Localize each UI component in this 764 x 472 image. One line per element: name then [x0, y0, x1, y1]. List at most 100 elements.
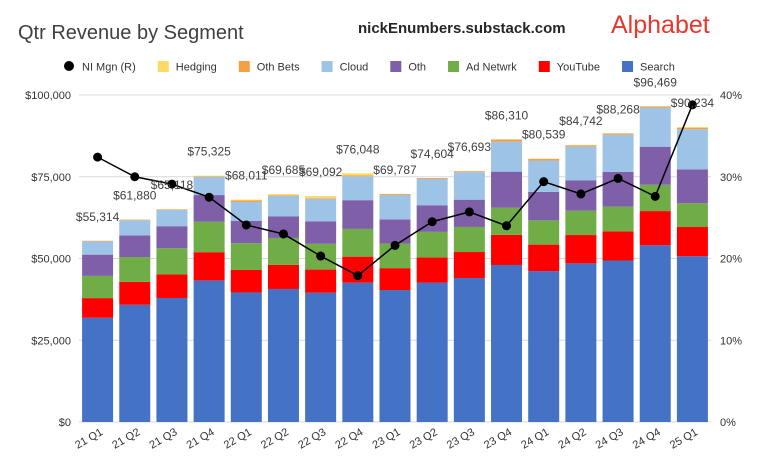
bar-segment — [82, 241, 114, 255]
ni-margin-point — [427, 217, 437, 227]
x-tick-label: 22 Q4 — [333, 426, 365, 451]
x-tick-label: 23 Q1 — [371, 426, 403, 451]
bar-segment — [602, 206, 634, 232]
total-label: $84,742 — [559, 114, 603, 128]
bar-segment — [82, 240, 114, 242]
bar-segment — [156, 209, 188, 210]
bar-segment — [230, 199, 262, 201]
bar-segment — [528, 160, 560, 192]
bar-segment — [119, 219, 151, 221]
ni-margin-point — [687, 100, 697, 110]
legend-swatch — [321, 61, 333, 72]
legend-swatch — [238, 61, 250, 72]
legend-label: Oth — [408, 62, 426, 74]
bar-segment — [416, 178, 448, 179]
bar-segment — [267, 264, 299, 289]
bar-segment — [156, 226, 188, 249]
total-label: $76,693 — [448, 140, 492, 154]
bar-segment — [491, 139, 523, 142]
x-tick-label: 22 Q1 — [222, 426, 254, 451]
bar-segment — [193, 175, 225, 177]
bar-segment — [305, 292, 337, 422]
bar-segment — [565, 235, 597, 264]
y-tick-right: 20% — [720, 254, 742, 266]
bar-segment — [305, 221, 337, 244]
bar-segment — [565, 210, 597, 236]
legend-swatch — [538, 61, 550, 72]
source-label: nickEnumbers.substack.com — [358, 20, 566, 37]
x-tick-label: 24 Q1 — [519, 426, 551, 451]
bar-segment — [565, 146, 597, 181]
x-tick-label: 22 Q3 — [296, 426, 328, 451]
total-label: $69,787 — [373, 163, 417, 177]
bar-segment — [676, 169, 708, 204]
bar-segment — [156, 248, 188, 275]
bar-segment — [491, 234, 523, 265]
bar-segment — [267, 195, 299, 196]
ni-margin-point — [613, 173, 623, 183]
bar-segment — [639, 106, 671, 108]
ni-margin-point — [167, 179, 177, 189]
ni-margin-point — [502, 221, 512, 231]
ni-margin-point — [278, 229, 288, 239]
total-label: $76,048 — [336, 142, 380, 156]
x-tick-label: 24 Q2 — [556, 426, 588, 451]
bar-segment — [267, 288, 299, 422]
ni-margin-point — [390, 240, 400, 250]
legend-label: YouTube — [557, 62, 600, 74]
bar-segment — [379, 194, 411, 196]
bar-segment — [379, 195, 411, 220]
ni-margin-point — [650, 191, 660, 201]
legend-label: Ad Netwrk — [466, 62, 517, 74]
ni-margin-point — [316, 251, 326, 261]
bar-segment — [119, 281, 151, 305]
bar-segment — [565, 145, 597, 147]
ni-margin-point — [539, 177, 549, 187]
bar-segment — [453, 226, 485, 253]
bar-segment — [639, 211, 671, 246]
bar-segment — [639, 107, 671, 147]
x-tick-label: 23 Q2 — [408, 426, 440, 451]
x-tick-label: 24 Q3 — [594, 426, 626, 451]
y-tick-left: $0 — [59, 417, 71, 429]
bar-segment — [82, 317, 114, 422]
bar-segment — [639, 146, 671, 185]
bar-segment — [342, 173, 374, 176]
bar-segment — [676, 227, 708, 257]
bar-segment — [230, 200, 262, 202]
legend-swatch — [157, 61, 169, 72]
bar-segment — [267, 194, 299, 196]
y-tick-right: 30% — [720, 172, 742, 184]
total-label: $65,118 — [151, 178, 194, 192]
total-label: $88,268 — [596, 102, 640, 116]
bar-segment — [676, 256, 708, 422]
bar-segment — [193, 176, 225, 196]
bar-segment — [305, 198, 337, 199]
total-label: $96,469 — [634, 75, 678, 89]
bar-segment — [453, 252, 485, 279]
bar-segment — [82, 275, 114, 299]
bar-segment — [528, 191, 560, 221]
bar-segment — [379, 219, 411, 244]
bar-segment — [305, 269, 337, 293]
bar-segment — [230, 201, 262, 221]
ni-margin-point — [130, 172, 140, 182]
bar-segment — [602, 133, 634, 135]
bar-segment — [491, 171, 523, 208]
y-tick-left: $100,000 — [25, 90, 71, 102]
bar-segment — [193, 280, 225, 422]
bar-segment — [602, 231, 634, 261]
bar-segment — [156, 209, 188, 227]
legend-label: Search — [640, 62, 675, 74]
bar-segment — [119, 257, 151, 282]
bar-segment — [528, 244, 560, 272]
legend-label: Oth Bets — [257, 62, 300, 74]
y-tick-right: 10% — [720, 335, 742, 347]
total-label: $90,234 — [671, 96, 715, 110]
bar-segment — [342, 282, 374, 422]
bar-segment — [193, 176, 225, 177]
total-label: $80,539 — [522, 128, 566, 142]
bar-segment — [267, 195, 299, 217]
total-label: $86,310 — [485, 108, 529, 122]
